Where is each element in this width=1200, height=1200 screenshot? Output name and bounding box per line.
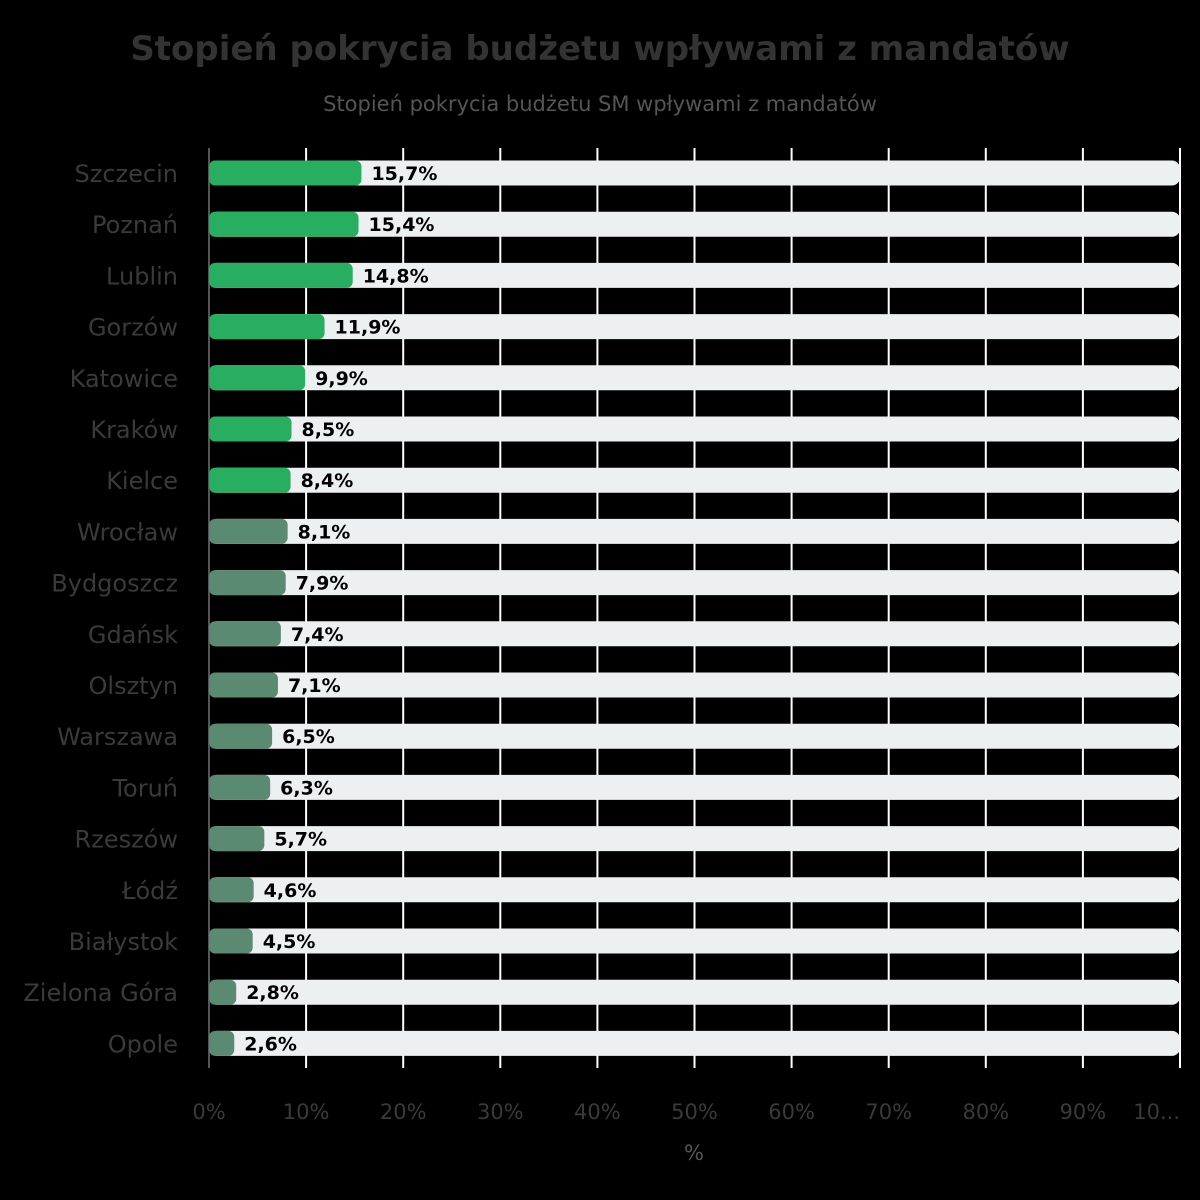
bar-1: [209, 211, 359, 237]
chart-subtitle: Stopień pokrycia budżetu SM wpływami z m…: [323, 92, 877, 116]
bar-6: [209, 467, 291, 493]
bar-2: [209, 262, 353, 288]
bar-track: [209, 518, 1180, 544]
bar-track: [209, 826, 1180, 852]
data-label: 6,5%: [282, 726, 335, 748]
bar-track: [209, 570, 1180, 596]
x-tick-label: 90%: [1060, 1100, 1107, 1124]
bar-17: [209, 1030, 235, 1056]
chart-title: Stopień pokrycia budżetu wpływami z mand…: [130, 29, 1069, 69]
category-labels: Szczecin Poznań Lublin Gorzów Katowice Kraków…: [23, 160, 178, 1058]
bar-8: [209, 570, 286, 596]
data-label: 15,4%: [369, 214, 435, 236]
bar-track: [209, 314, 1180, 340]
bar-15: [209, 928, 253, 954]
bar-11: [209, 723, 273, 749]
category-label: Białystok: [69, 928, 178, 956]
category-label: Warszawa: [57, 723, 178, 751]
category-label: Poznań: [92, 211, 178, 239]
bar-4: [209, 365, 306, 391]
data-label: 4,6%: [264, 880, 317, 902]
x-tick-label: 20%: [380, 1100, 427, 1124]
data-label: 7,1%: [288, 675, 341, 697]
bar-track: [209, 723, 1180, 749]
bar-track: [209, 1030, 1180, 1056]
bar-track: [209, 416, 1180, 442]
bar-3: [209, 314, 325, 340]
category-label: Gdańsk: [88, 621, 178, 649]
x-axis-title: %: [684, 1141, 704, 1165]
category-label: Gorzów: [88, 314, 178, 342]
x-tick-label: 60%: [768, 1100, 815, 1124]
bar-track: [209, 160, 1180, 186]
bar-track: [209, 211, 1180, 237]
bar-7: [209, 518, 288, 544]
category-label: Bydgoszcz: [51, 570, 178, 598]
data-label: 8,1%: [298, 521, 351, 543]
data-label: 5,7%: [274, 829, 327, 851]
data-label: 2,8%: [246, 982, 299, 1004]
category-label: Kielce: [106, 467, 178, 495]
data-label: 8,5%: [302, 419, 355, 441]
category-label: Kraków: [90, 416, 178, 444]
bar-10: [209, 672, 278, 698]
bar-track: [209, 979, 1180, 1005]
bar-track: [209, 621, 1180, 647]
bar-track: [209, 365, 1180, 391]
bar-16: [209, 979, 237, 1005]
data-label: 2,6%: [244, 1033, 297, 1055]
bar-track: [209, 672, 1180, 698]
x-tick-label: 50%: [671, 1100, 718, 1124]
bar-0: [209, 160, 362, 186]
x-tick-label: 70%: [865, 1100, 912, 1124]
category-label: Opole: [108, 1030, 178, 1058]
bars: 15,7% 15,4% 14,8% 11,9% 9,9% 8,5% 8,4% 8,1% 7,9%…: [209, 160, 1180, 1056]
category-label: Toruń: [111, 774, 178, 802]
x-tick-label: 0%: [192, 1100, 225, 1124]
x-axis-ticks: 0% 10% 20% 30% 40% 50% 60% 70% 80% 90% 10...: [192, 1100, 1180, 1124]
x-tick-label: 80%: [962, 1100, 1009, 1124]
bar-track: [209, 877, 1180, 903]
x-tick-label: 40%: [574, 1100, 621, 1124]
x-tick-label: 10...: [1133, 1100, 1180, 1124]
data-label: 7,9%: [296, 573, 349, 595]
category-label: Zielona Góra: [23, 979, 178, 1007]
data-label: 14,8%: [363, 265, 429, 287]
data-label: 11,9%: [335, 317, 401, 339]
category-label: Lublin: [106, 262, 178, 290]
data-label: 15,7%: [371, 163, 437, 185]
data-label: 6,3%: [280, 777, 333, 799]
grid-lines: [208, 148, 1181, 1068]
bar-track: [209, 467, 1180, 493]
data-label: 7,4%: [291, 624, 344, 646]
bar-5: [209, 416, 292, 442]
bar-9: [209, 621, 281, 647]
data-label: 8,4%: [301, 470, 354, 492]
bar-track: [209, 774, 1180, 800]
data-label: 9,9%: [315, 368, 368, 390]
bar-13: [209, 826, 265, 852]
category-label: Łódź: [121, 877, 178, 905]
bar-12: [209, 774, 271, 800]
bar-track: [209, 262, 1180, 288]
data-label: 4,5%: [263, 931, 316, 953]
category-label: Rzeszów: [75, 826, 178, 854]
category-label: Katowice: [70, 365, 178, 393]
category-label: Wrocław: [77, 518, 178, 546]
x-tick-label: 10%: [283, 1100, 330, 1124]
bar-track: [209, 928, 1180, 954]
category-label: Olsztyn: [89, 672, 178, 700]
x-tick-label: 30%: [477, 1100, 524, 1124]
category-label: Szczecin: [75, 160, 178, 188]
bar-14: [209, 877, 254, 903]
